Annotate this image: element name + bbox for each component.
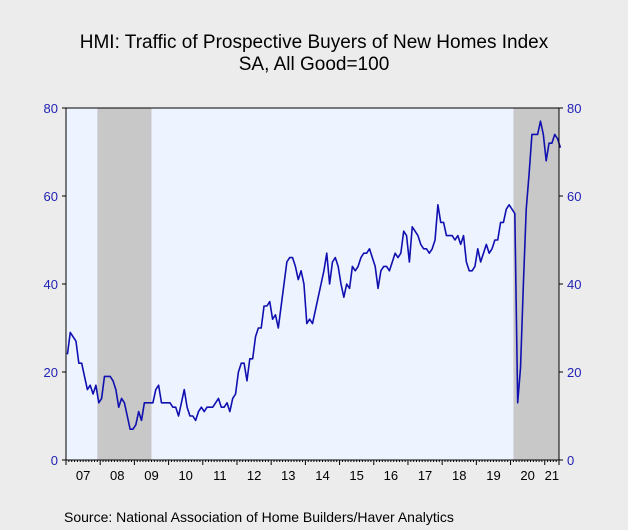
y-tick-label-left: 0 — [51, 453, 58, 468]
x-tick-label: 21 — [545, 468, 559, 483]
x-tick-label: 15 — [349, 468, 363, 483]
y-tick-label-right: 40 — [567, 277, 581, 292]
y-tick-label-left: 40 — [44, 277, 58, 292]
y-tick-label-right: 0 — [567, 453, 574, 468]
x-tick-label: 12 — [247, 468, 261, 483]
x-tick-label: 13 — [281, 468, 295, 483]
x-tick-label: 09 — [144, 468, 158, 483]
series-line — [66, 120, 562, 431]
x-axis: 07 08 09 10 11 12 13 14 15 16 17 18 19 20 21 — [65, 460, 560, 483]
y-axis-right: 0 20 40 60 80 — [559, 101, 581, 468]
y-tick-label-right: 20 — [567, 365, 581, 380]
x-tick-label: 19 — [486, 468, 500, 483]
y-tick-label-right: 60 — [567, 189, 581, 204]
recession-band-2 — [513, 108, 559, 460]
x-tick-label: 18 — [452, 468, 466, 483]
y-tick-label-left: 60 — [44, 189, 58, 204]
y-tick-label-left: 80 — [44, 101, 58, 116]
y-axis-left: 0 20 40 60 80 — [44, 101, 66, 468]
source-note: Source: National Association of Home Bui… — [64, 509, 454, 525]
y-tick-label-right: 80 — [567, 101, 581, 116]
x-tick-label: 20 — [520, 468, 534, 483]
x-tick-label: 16 — [384, 468, 398, 483]
chart-title: HMI: Traffic of Prospective Buyers of Ne… — [79, 32, 549, 53]
x-tick-label: 08 — [110, 468, 124, 483]
x-tick-label: 17 — [418, 468, 432, 483]
y-tick-label-left: 20 — [44, 365, 58, 380]
x-tick-label: 11 — [213, 468, 227, 483]
x-tick-label: 07 — [76, 468, 90, 483]
x-tick-label: 10 — [178, 468, 192, 483]
series-line-path — [66, 120, 562, 431]
recession-shading — [97, 108, 559, 460]
chart-subtitle: SA, All Good=100 — [238, 54, 390, 75]
x-tick-label: 14 — [315, 468, 329, 483]
